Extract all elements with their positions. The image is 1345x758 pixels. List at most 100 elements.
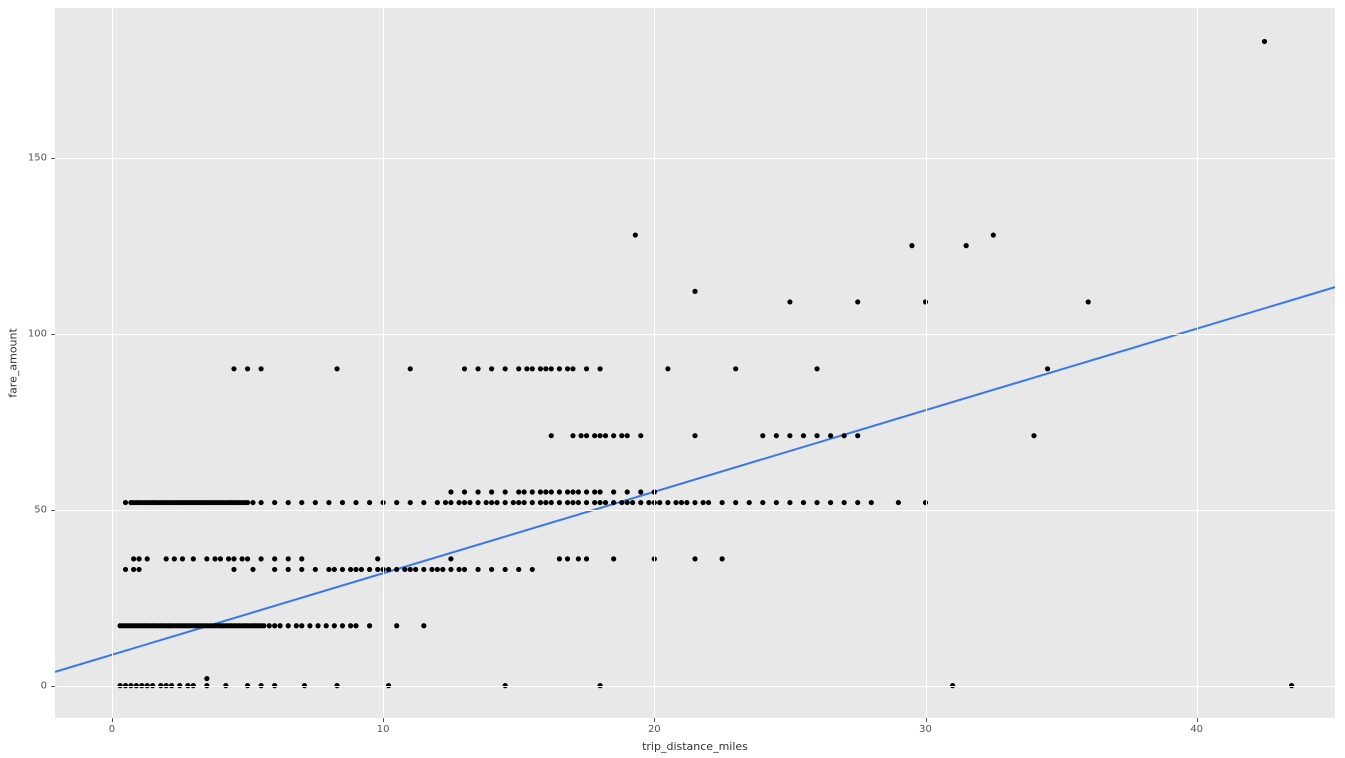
- scatter-point: [172, 556, 177, 561]
- scatter-point: [597, 489, 602, 494]
- scatter-point: [787, 500, 792, 505]
- scatter-point: [565, 500, 570, 505]
- scatter-point: [429, 567, 434, 572]
- scatter-point: [991, 232, 996, 237]
- scatter-point: [760, 500, 765, 505]
- scatter-point: [747, 500, 752, 505]
- scatter-point: [543, 489, 548, 494]
- scatter-point: [855, 433, 860, 438]
- scatter-point: [503, 567, 508, 572]
- scatter-point: [503, 489, 508, 494]
- scatter-point: [842, 433, 847, 438]
- scatter-point: [646, 500, 651, 505]
- scatter-point: [511, 500, 516, 505]
- scatter-point: [448, 567, 453, 572]
- scatter-point: [326, 500, 331, 505]
- scatter-point: [684, 500, 689, 505]
- scatter-point: [180, 556, 185, 561]
- scatter-point: [543, 366, 548, 371]
- scatter-point: [625, 433, 630, 438]
- scatter-point: [774, 500, 779, 505]
- scatter-point: [619, 433, 624, 438]
- scatter-point: [448, 500, 453, 505]
- scatter-point: [131, 567, 136, 572]
- scatter-point: [611, 433, 616, 438]
- scatter-point: [549, 433, 554, 438]
- scatter-point: [524, 366, 529, 371]
- scatter-point: [340, 500, 345, 505]
- scatter-point: [332, 567, 337, 572]
- scatter-point: [1262, 39, 1267, 44]
- scatter-point: [245, 500, 250, 505]
- scatter-point: [706, 500, 711, 505]
- scatter-point: [733, 500, 738, 505]
- scatter-point: [272, 556, 277, 561]
- scatter-point: [245, 366, 250, 371]
- scatter-point: [570, 500, 575, 505]
- scatter-point: [584, 556, 589, 561]
- scatter-point: [814, 500, 819, 505]
- y-tick-label: 50: [34, 504, 47, 515]
- scatter-point: [313, 500, 318, 505]
- scatter-point: [494, 500, 499, 505]
- scatter-point: [299, 500, 304, 505]
- x-gridline: [383, 8, 384, 718]
- scatter-point: [353, 567, 358, 572]
- scatter-point: [136, 556, 141, 561]
- scatter-point: [462, 567, 467, 572]
- x-axis-label: trip_distance_miles: [642, 740, 748, 753]
- scatter-point: [557, 556, 562, 561]
- scatter-point: [440, 567, 445, 572]
- scatter-point: [630, 500, 635, 505]
- y-gridline: [55, 686, 1335, 687]
- y-tick-label: 100: [28, 328, 47, 339]
- scatter-point: [611, 500, 616, 505]
- scatter-point: [692, 433, 697, 438]
- scatter-point: [774, 433, 779, 438]
- scatter-point: [503, 500, 508, 505]
- scatter-point: [584, 489, 589, 494]
- scatter-point: [413, 567, 418, 572]
- scatter-point: [570, 489, 575, 494]
- scatter-point: [576, 556, 581, 561]
- x-tick-label: 10: [377, 724, 390, 735]
- y-gridline: [55, 334, 1335, 335]
- scatter-point: [489, 567, 494, 572]
- scatter-point: [1031, 433, 1036, 438]
- scatter-point: [462, 489, 467, 494]
- x-gridline: [654, 8, 655, 718]
- scatter-point: [164, 556, 169, 561]
- scatter-point: [340, 623, 345, 628]
- x-tick-label: 0: [109, 724, 115, 735]
- scatter-point: [516, 567, 521, 572]
- scatter-point: [557, 489, 562, 494]
- scatter-point: [456, 500, 461, 505]
- scatter-point: [720, 500, 725, 505]
- scatter-point: [294, 623, 299, 628]
- scatter-point: [522, 500, 527, 505]
- scatter-point: [592, 489, 597, 494]
- scatter-point: [394, 500, 399, 505]
- scatter-point: [299, 556, 304, 561]
- scatter-point: [324, 623, 329, 628]
- scatter-point: [489, 489, 494, 494]
- scatter-point: [760, 433, 765, 438]
- scatter-point: [692, 289, 697, 294]
- scatter-point: [842, 500, 847, 505]
- y-axis-label: fare_amount: [7, 328, 20, 398]
- scatter-point: [530, 567, 535, 572]
- scatter-point: [353, 500, 358, 505]
- scatter-point: [516, 366, 521, 371]
- scatter-point: [549, 500, 554, 505]
- scatter-point: [489, 500, 494, 505]
- scatter-point: [299, 567, 304, 572]
- scatter-point: [367, 623, 372, 628]
- scatter-point: [530, 489, 535, 494]
- scatter-point: [261, 623, 266, 628]
- scatter-point: [353, 623, 358, 628]
- y-gridline: [55, 158, 1335, 159]
- scatter-point: [549, 489, 554, 494]
- scatter-point: [326, 567, 331, 572]
- scatter-point: [692, 500, 697, 505]
- scatter-point: [408, 500, 413, 505]
